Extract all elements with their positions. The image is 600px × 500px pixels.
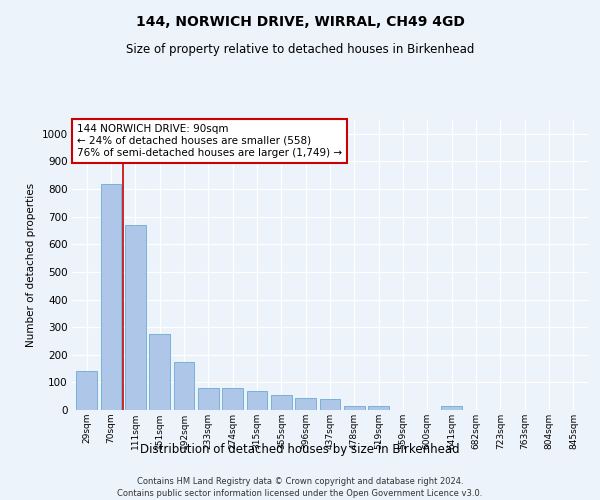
Bar (125, 225, 146, 410)
Text: Contains public sector information licensed under the Open Government Licence v3: Contains public sector information licen… (118, 489, 482, 498)
Bar (295, 398, 316, 410)
Bar (76, 372, 97, 410)
Text: Contains HM Land Registry data © Crown copyright and database right 2024.: Contains HM Land Registry data © Crown c… (137, 478, 463, 486)
Bar (222, 388, 243, 410)
Text: Size of property relative to detached houses in Birkenhead: Size of property relative to detached ho… (126, 42, 474, 56)
Bar (173, 362, 194, 410)
Bar (247, 390, 268, 410)
Bar (442, 406, 462, 410)
Bar (320, 399, 340, 410)
Bar (101, 184, 121, 410)
Y-axis label: Number of detached properties: Number of detached properties (26, 183, 36, 347)
Bar (198, 388, 218, 410)
Bar (149, 334, 170, 410)
Bar (344, 406, 365, 410)
Text: 144 NORWICH DRIVE: 90sqm
← 24% of detached houses are smaller (558)
76% of semi-: 144 NORWICH DRIVE: 90sqm ← 24% of detach… (77, 124, 342, 158)
Bar (271, 395, 292, 410)
Bar (368, 406, 389, 410)
Text: 144, NORWICH DRIVE, WIRRAL, CH49 4GD: 144, NORWICH DRIVE, WIRRAL, CH49 4GD (136, 15, 464, 29)
Text: Distribution of detached houses by size in Birkenhead: Distribution of detached houses by size … (140, 442, 460, 456)
